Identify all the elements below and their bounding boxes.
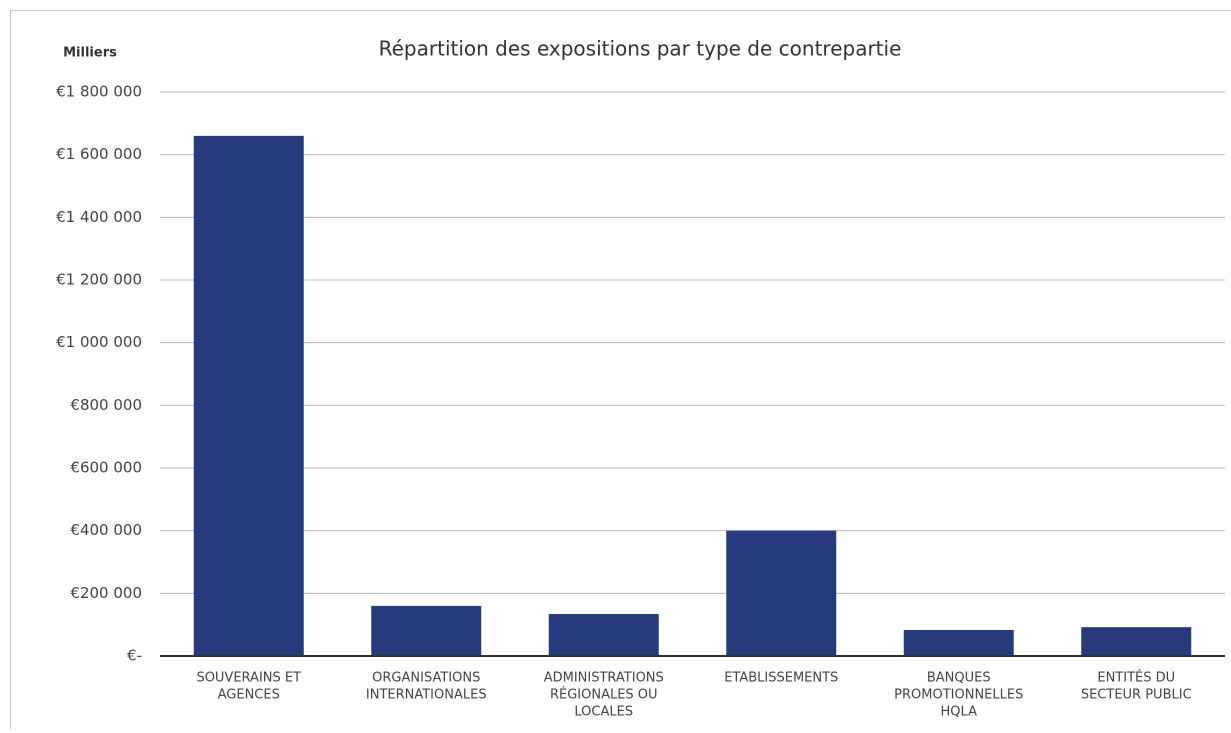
x-tick-label: ORGANISATIONS	[372, 671, 480, 686]
x-tick-label: INTERNATIONALES	[366, 688, 487, 703]
x-tick-label: ETABLISSEMENTS	[724, 671, 838, 686]
y-tick-label: €-	[127, 647, 142, 665]
x-tick-label: SOUVERAINS ET	[196, 671, 301, 686]
bar	[194, 136, 304, 656]
y-tick-label: €1 400 000	[56, 208, 142, 226]
y-tick-label: €600 000	[70, 459, 142, 477]
x-tick-label: PROMOTIONNELLES	[894, 688, 1023, 703]
x-tick-label: RÉGIONALES OU	[550, 687, 658, 703]
y-tick-label: €1 600 000	[56, 145, 142, 163]
bar	[726, 531, 836, 656]
x-tick-label: ADMINISTRATIONS	[544, 671, 664, 686]
x-tick-label: LOCALES	[574, 705, 633, 720]
x-tick-label: SECTEUR PUBLIC	[1081, 688, 1192, 703]
x-tick-label: AGENCES	[218, 688, 280, 703]
bar	[904, 630, 1014, 656]
bar	[549, 614, 659, 656]
bar	[1081, 627, 1191, 656]
bar	[371, 606, 481, 656]
y-tick-label: €200 000	[70, 584, 142, 602]
y-tick-label: €1 800 000	[56, 83, 142, 101]
y-tick-label: €1 000 000	[56, 333, 142, 351]
y-axis-label: Milliers	[63, 46, 117, 61]
x-tick-label: ENTITÉS DU	[1097, 670, 1175, 686]
x-tick-label: BANQUES	[927, 671, 991, 686]
x-tick-label: HQLA	[941, 705, 978, 720]
y-tick-label: €800 000	[70, 396, 142, 414]
y-tick-label: €400 000	[70, 521, 142, 539]
chart-title: Répartition des expositions par type de …	[379, 37, 902, 61]
y-tick-label: €1 200 000	[56, 271, 142, 289]
